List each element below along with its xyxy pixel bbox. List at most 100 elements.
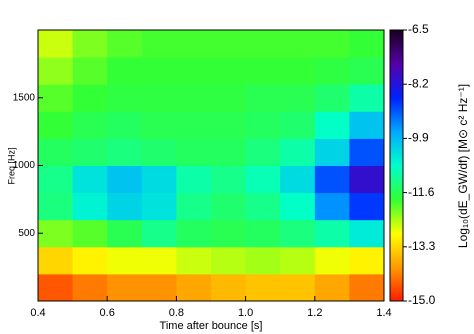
colorbar-step [390, 258, 403, 260]
colorbar-step [390, 299, 403, 301]
colorbar-step [390, 269, 403, 271]
colorbar-step [390, 173, 403, 175]
colorbar-step [390, 177, 403, 179]
colorbar-tick-label: -8.2 [408, 76, 429, 90]
colorbar-step [390, 99, 403, 101]
colorbar-step [390, 205, 403, 207]
colorbar-step [390, 291, 403, 293]
colorbar-step [390, 32, 403, 34]
colorbar-step [390, 65, 403, 67]
colorbar-step [390, 59, 403, 61]
heatmap-cell [141, 111, 177, 139]
colorbar-step [390, 109, 403, 111]
colorbar-step [390, 77, 403, 79]
colorbar-step [390, 203, 403, 205]
heatmap-cell [72, 273, 108, 302]
heatmap-cell [211, 111, 247, 139]
colorbar-step [390, 236, 403, 238]
colorbar-step [390, 34, 403, 36]
colorbar-step [390, 155, 403, 157]
heatmap-cell [314, 57, 350, 85]
heatmap-cell [211, 219, 247, 248]
colorbar-step [390, 239, 403, 241]
colorbar-step [390, 290, 403, 292]
heatmap-cell [176, 30, 212, 58]
colorbar-step [390, 241, 403, 243]
colorbar-step [390, 110, 403, 112]
colorbar-step [390, 208, 403, 210]
colorbar-step [390, 159, 403, 161]
heatmap-cell [280, 30, 316, 58]
colorbar-step [390, 190, 403, 192]
colorbar-tick-label: -13.3 [408, 239, 436, 253]
colorbar-step [390, 113, 403, 115]
heatmap-cell [38, 57, 74, 85]
colorbar-step [390, 137, 403, 139]
colorbar-step [390, 229, 403, 231]
colorbar-step [390, 218, 403, 220]
colorbar-step [390, 120, 403, 122]
colorbar-step [390, 215, 403, 217]
colorbar-step [390, 295, 403, 297]
colorbar-step [390, 185, 403, 187]
colorbar-step [390, 38, 403, 40]
colorbar-step [390, 244, 403, 246]
colorbar-step [390, 43, 403, 45]
colorbar-step [390, 255, 403, 257]
heatmap-cell [107, 57, 143, 85]
heatmap-cell [211, 57, 247, 85]
heatmap-cell [72, 84, 108, 112]
heatmap-cell [72, 192, 108, 221]
colorbar-step [390, 210, 403, 212]
colorbar-step [390, 249, 403, 251]
colorbar-step [390, 243, 403, 245]
colorbar-step [390, 94, 403, 96]
colorbar-step [390, 161, 403, 163]
colorbar-step [390, 200, 403, 202]
colorbar-step [390, 192, 403, 194]
colorbar-step [390, 147, 403, 149]
colorbar-step [390, 138, 403, 140]
heatmap-cell [38, 111, 74, 139]
heatmap-cell [38, 30, 74, 58]
heatmap-cell [280, 57, 316, 85]
colorbar-step [390, 104, 403, 106]
colorbar-step [390, 66, 403, 68]
colorbar-step [390, 168, 403, 170]
colorbar-step [390, 187, 403, 189]
colorbar-step [390, 33, 403, 35]
colorbar-step [390, 135, 403, 137]
colorbar-step [390, 86, 403, 88]
colorbar-step [390, 42, 403, 44]
colorbar-step [390, 143, 403, 145]
colorbar-step [390, 284, 403, 286]
colorbar-step [390, 36, 403, 38]
colorbar-step [390, 46, 403, 48]
heatmap-cell [211, 30, 247, 58]
colorbar-step [390, 158, 403, 160]
colorbar-step [390, 51, 403, 53]
colorbar-step [390, 85, 403, 87]
colorbar-step [390, 97, 403, 99]
heatmap-cell [349, 219, 385, 248]
colorbar-step [390, 91, 403, 93]
x-axis-label: Time after bounce [s] [160, 320, 263, 332]
colorbar-step [390, 121, 403, 123]
colorbar-step [390, 69, 403, 71]
heatmap-cell [280, 273, 316, 302]
colorbar-step [390, 163, 403, 165]
colorbar-step [390, 262, 403, 264]
colorbar-step [390, 189, 403, 191]
colorbar-step [390, 204, 403, 206]
heatmap-cell [349, 192, 385, 221]
heatmap-cell [72, 111, 108, 139]
heatmap-cell [211, 84, 247, 112]
colorbar-step [390, 100, 403, 102]
colorbar-step [390, 237, 403, 239]
colorbar-step [390, 233, 403, 235]
y-axis-label: Freq [Hz] [6, 147, 16, 184]
colorbar-step [390, 188, 403, 190]
colorbar-step [390, 92, 403, 94]
colorbar-step [390, 252, 403, 254]
